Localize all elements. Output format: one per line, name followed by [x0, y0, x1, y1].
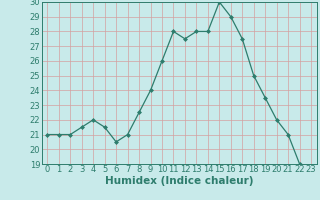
- X-axis label: Humidex (Indice chaleur): Humidex (Indice chaleur): [105, 176, 253, 186]
